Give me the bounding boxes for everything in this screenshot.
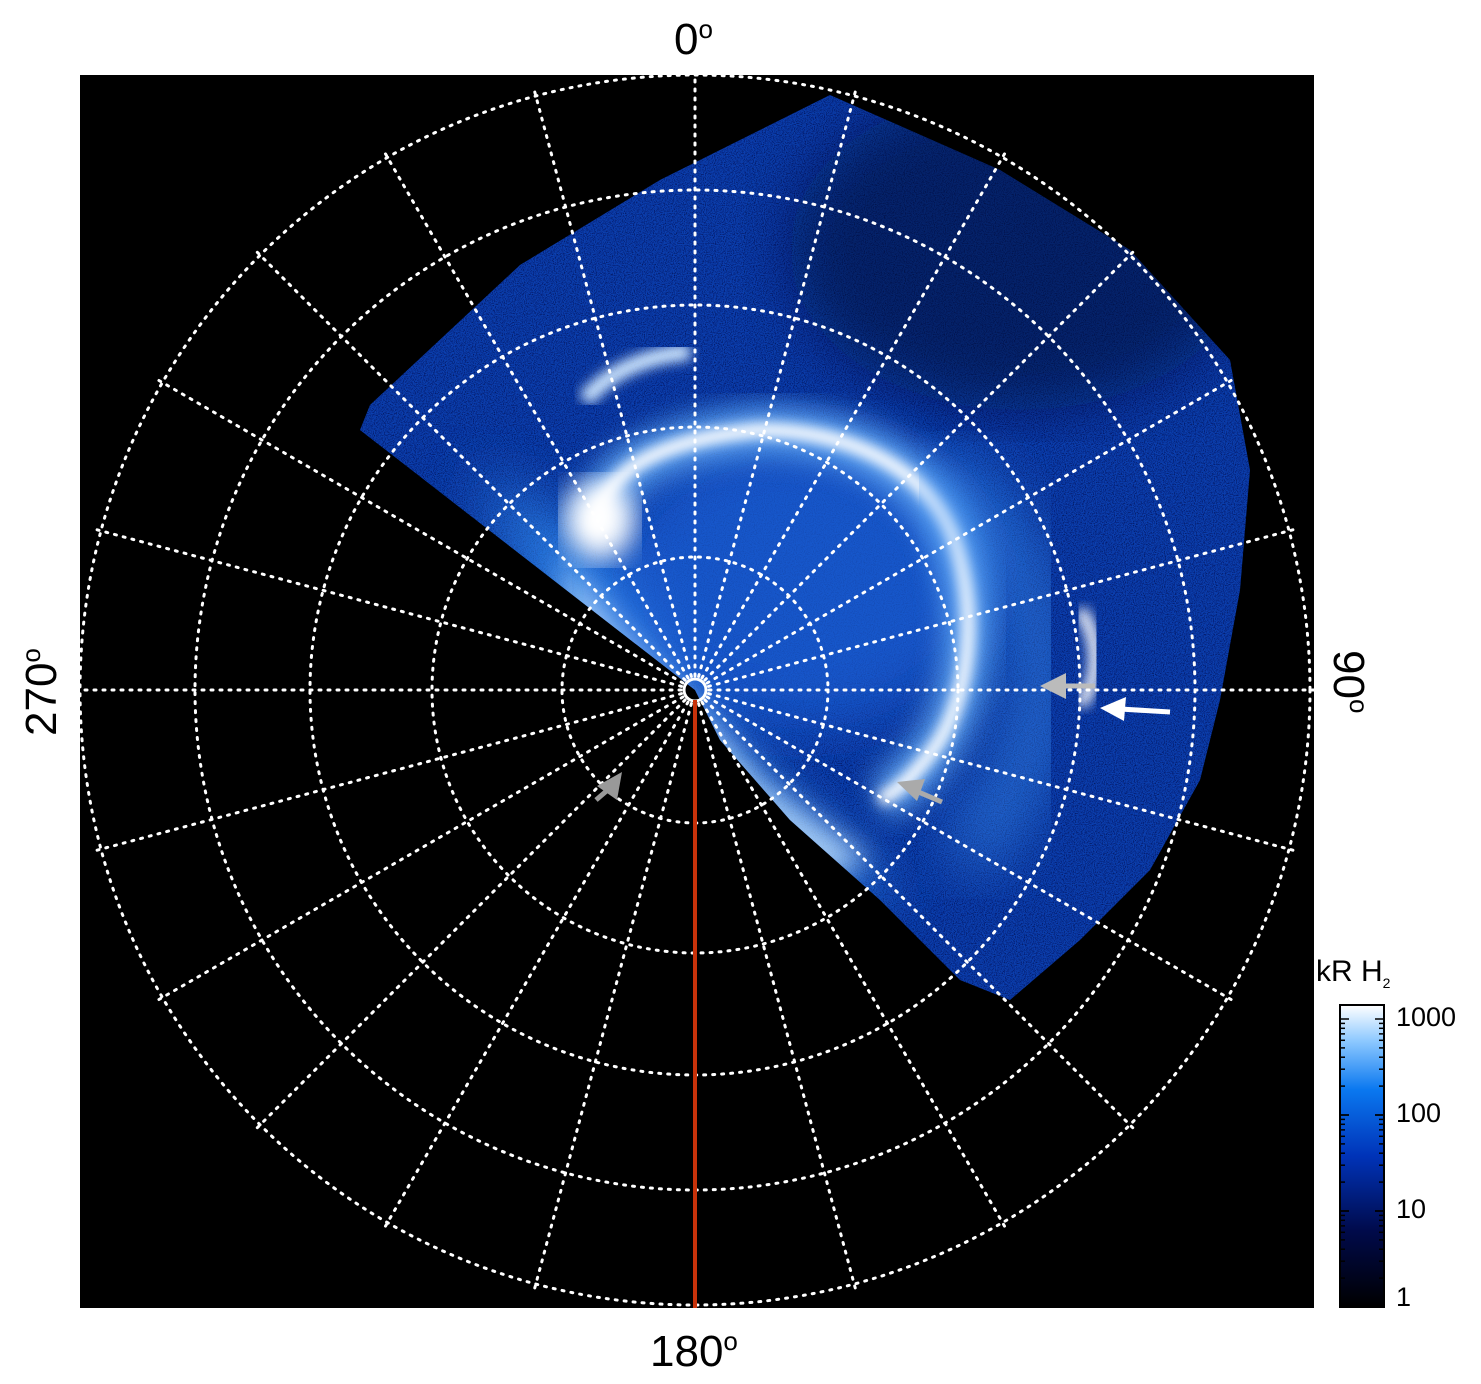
gray-arrow-right [1040,673,1095,699]
colorbar [1339,1004,1385,1308]
grid-spoke [94,692,683,852]
colorbar-tick-1000: 1000 [1396,1002,1457,1032]
grid-spoke [705,378,1234,685]
angle-label-180: 180o [650,1326,738,1376]
grid-spoke [255,250,687,682]
grid-spoke [703,250,1135,682]
grid-spoke [383,151,690,680]
angle-label-0: 0o [674,14,713,64]
gray-arrow-lower [897,779,943,805]
angle-label-270: 270o [16,648,66,736]
grid-spoke [255,698,687,1130]
colorbar-tick-10: 10 [1396,1194,1427,1224]
grid-spoke [700,700,1007,1229]
emission-wedge [360,95,1250,1000]
grid-spoke [700,151,1007,680]
white-arrow [1100,697,1171,721]
colorbar-tick-1: 1 [1396,1282,1412,1312]
grid-spoke [697,89,857,678]
grid-spoke [383,700,690,1229]
grid-spoke [156,695,685,1002]
angle-label-90: 90o [1324,650,1374,714]
grid-spoke [533,702,693,1291]
gray-arrow-left [594,772,622,802]
colorbar-tick-100: 100 [1396,1098,1442,1128]
grid-spoke [697,702,857,1291]
grid-spoke [703,698,1135,1130]
grid-spoke [705,695,1234,1002]
grid-spoke [707,692,1296,852]
colorbar-title: kR H2 [1316,955,1391,991]
grid-spoke [156,378,685,685]
grid-spoke [533,89,693,678]
grid-spoke [94,528,683,688]
grid-spoke [707,528,1296,688]
